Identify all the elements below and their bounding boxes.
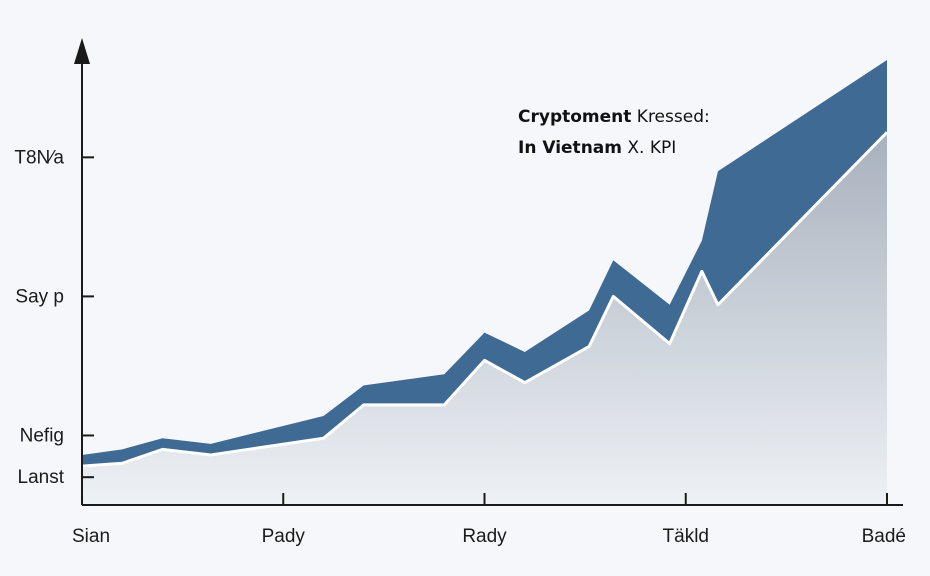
annotation-line2-bold: In Vietnam xyxy=(518,138,622,158)
annotation-line2-rest: X. KPI xyxy=(622,138,676,158)
annotation-line1-bold: Cryptoment xyxy=(518,107,631,127)
x-tick-label: Sian xyxy=(72,526,110,547)
y-tick-label: T8N⁄a xyxy=(14,147,64,168)
upper-band-area xyxy=(82,60,887,467)
annotation-line1-rest: Kressed: xyxy=(631,107,709,127)
lower-area xyxy=(82,132,887,505)
y-axis-arrow xyxy=(74,38,90,64)
x-tick-label: Rady xyxy=(462,526,507,547)
x-tick-label: Badé xyxy=(862,526,906,547)
x-tick-label: Pady xyxy=(262,526,306,547)
y-tick-label: Lanst xyxy=(18,467,65,488)
x-tick-label: Täkld xyxy=(663,526,709,547)
lower-series-line xyxy=(81,131,889,468)
tick-labels: Lanst Nefig Say p T8N⁄a Sian Pady Rady Täkld Bad… xyxy=(14,147,906,547)
axes xyxy=(74,38,903,506)
y-tick-label: Say p xyxy=(15,286,64,307)
areas-layer xyxy=(81,60,889,505)
y-tick-label: Nefig xyxy=(20,425,64,446)
chart-annotation: Cryptoment Kressed: In Vietnam X. KPI xyxy=(518,107,715,158)
